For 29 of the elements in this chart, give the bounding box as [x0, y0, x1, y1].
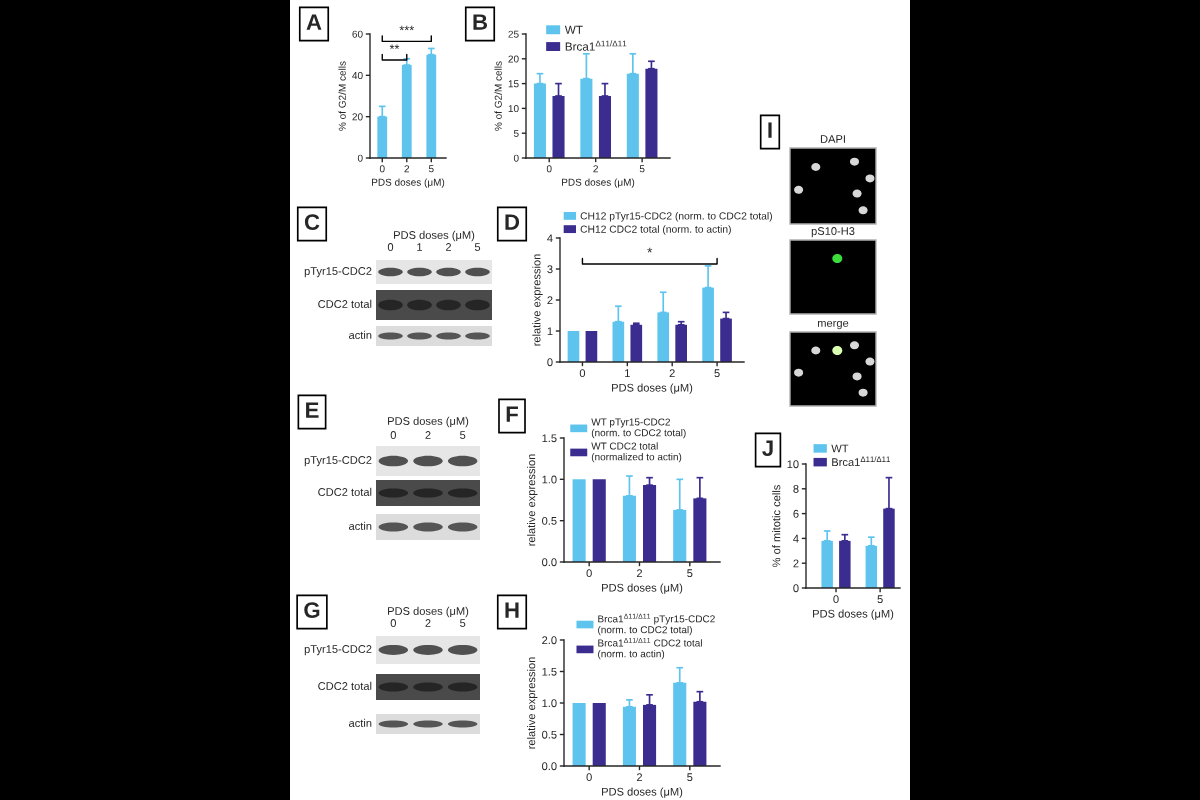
bar	[592, 703, 606, 766]
bar	[839, 540, 851, 588]
bar	[585, 331, 598, 362]
bar	[643, 704, 657, 766]
bar	[426, 54, 437, 158]
bar	[865, 545, 878, 588]
bar	[401, 65, 412, 158]
chart-title: J	[762, 440, 773, 456]
chart-title: H	[505, 602, 519, 618]
text: I	[768, 122, 772, 138]
bar	[567, 331, 580, 362]
bar	[720, 318, 732, 362]
chart-title: B	[473, 14, 488, 30]
bar	[675, 324, 687, 362]
bar	[533, 83, 546, 158]
bar	[572, 479, 586, 562]
chart-title: A	[306, 14, 322, 30]
bar	[645, 68, 658, 158]
bar	[592, 479, 606, 562]
bar	[622, 706, 636, 766]
text: C	[304, 214, 320, 230]
bar	[630, 324, 643, 362]
chart-title: F	[506, 406, 518, 422]
bar	[572, 703, 586, 766]
bar	[821, 540, 833, 588]
text: G	[304, 602, 320, 618]
bar	[643, 485, 657, 562]
text: E	[306, 402, 319, 418]
chart-title: D	[505, 214, 520, 230]
